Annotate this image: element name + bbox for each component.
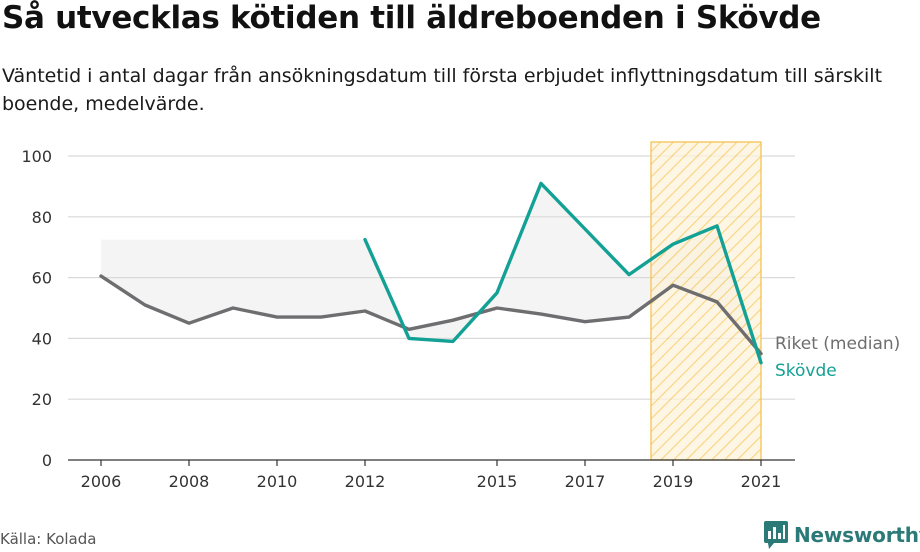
x-tick-label: 2010	[257, 472, 298, 491]
y-tick-label: 60	[32, 269, 52, 288]
y-tick-label: 80	[32, 208, 52, 227]
highlight-rect	[650, 141, 762, 461]
x-tick-label: 2017	[565, 472, 606, 491]
source-note: Källa: Kolada	[0, 530, 97, 548]
x-tick-label: 2015	[477, 472, 518, 491]
series-labels: Riket (median) Skövde	[775, 334, 900, 381]
chart-subtitle: Väntetid i antal dagar från ansökningsda…	[2, 65, 883, 115]
pre-gap-fill-polygon	[101, 239, 365, 324]
y-tick-label: 40	[32, 329, 52, 348]
series-lines	[99, 181, 763, 365]
x-tick-label: 2019	[653, 472, 694, 491]
y-tick-label: 100	[21, 147, 52, 166]
highlight-band	[650, 141, 762, 461]
brand-logo[interactable]: Newsworthy	[764, 520, 920, 550]
x-tick-label: 2006	[81, 472, 122, 491]
chart-title: Så utvecklas kötiden till äldreboenden i…	[2, 0, 821, 36]
axes: 0 20 40 60 80 100 2006 2008 2010 2012 2015 2017 2019…	[21, 147, 795, 491]
bar-chart-bubble-icon	[764, 521, 788, 549]
series-label-skovde: Skövde	[775, 361, 837, 381]
series-line-skovde	[363, 181, 763, 365]
y-tick-label: 20	[32, 390, 52, 409]
series-line-riket	[99, 274, 763, 356]
x-tick-label: 2021	[741, 472, 782, 491]
brand-name: Newsworthy	[794, 523, 920, 547]
series-label-riket: Riket (median)	[775, 334, 900, 354]
x-tick-label: 2008	[169, 472, 210, 491]
y-tick-label: 0	[42, 451, 52, 470]
x-tick-label: 2012	[345, 472, 386, 491]
